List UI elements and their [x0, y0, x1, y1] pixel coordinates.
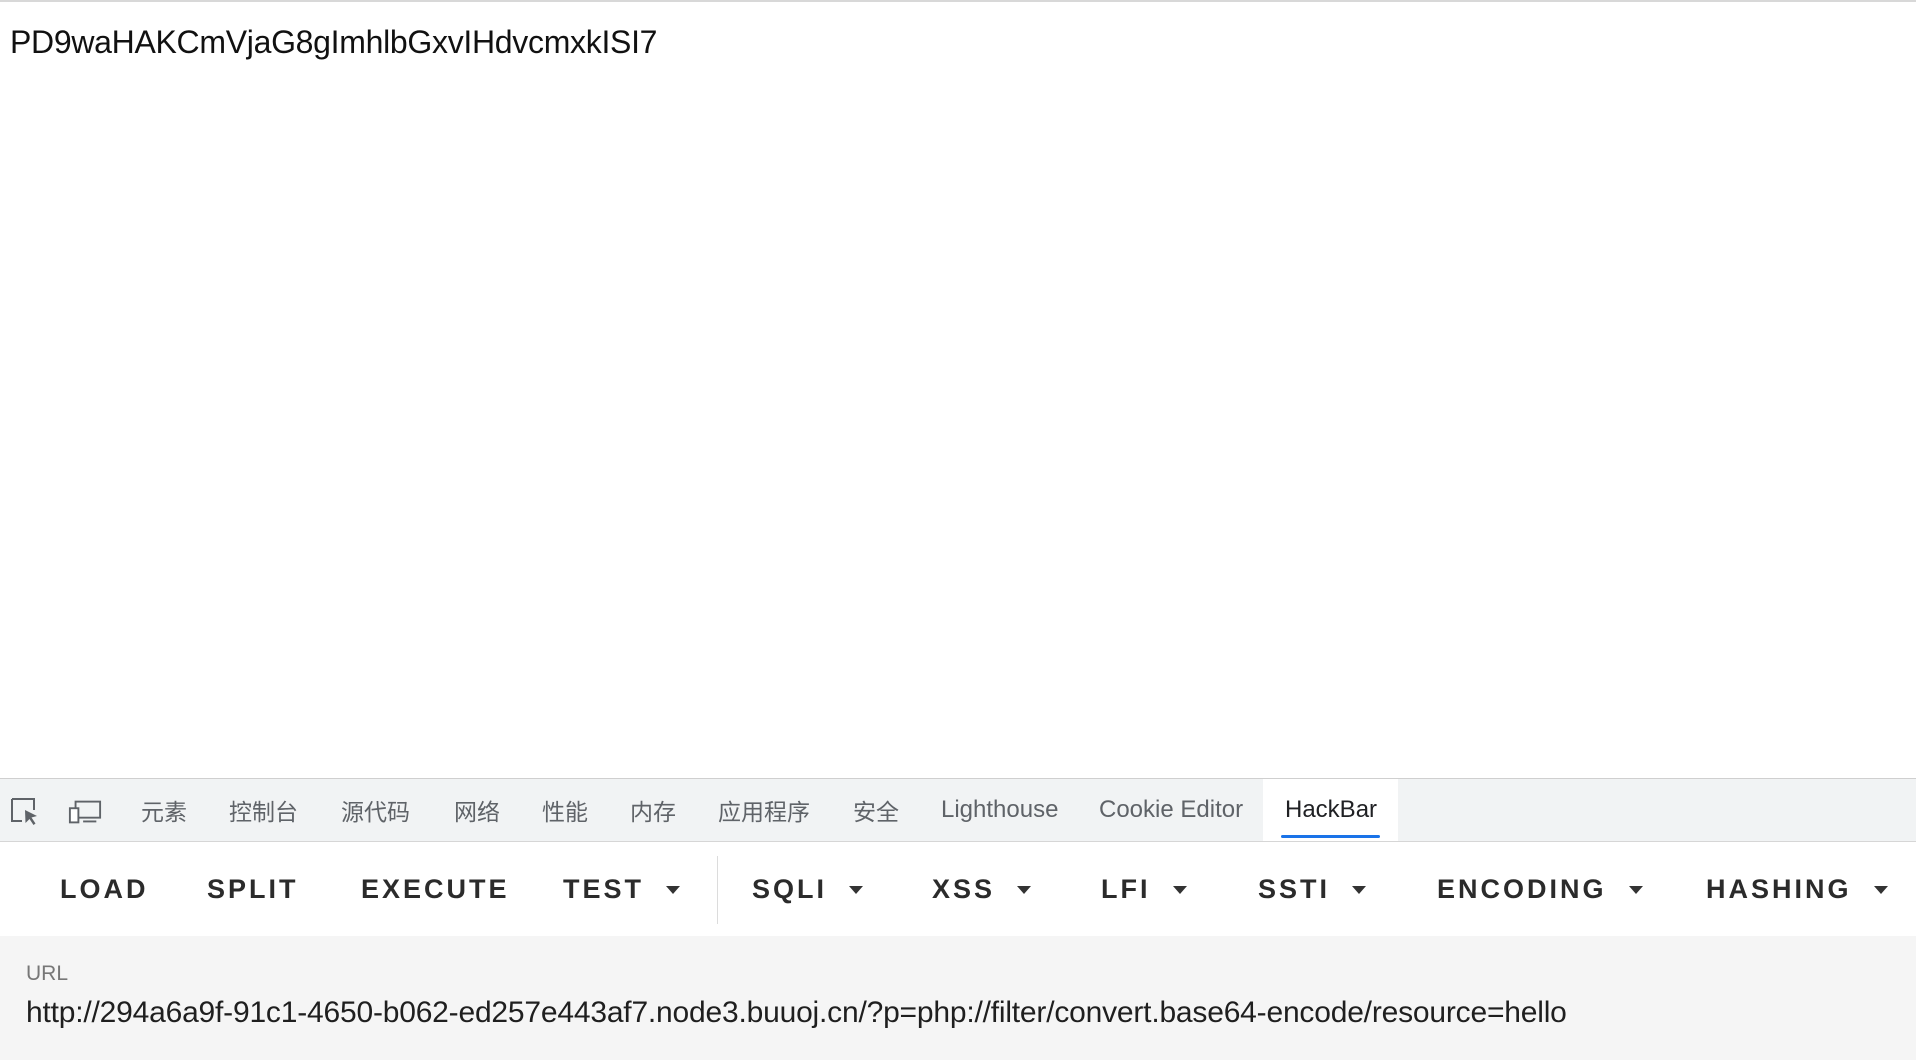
devtools-tab-bar: 元素 控制台 源代码 网络 性能 内存 应用程序 安全 Lighthouse C… [0, 778, 1916, 842]
test-dropdown-button[interactable]: TEST [563, 842, 681, 936]
encoding-button-label: ENCODING [1437, 873, 1607, 904]
tab-security[interactable]: 安全 [853, 800, 899, 826]
sqli-button-label: SQLI [752, 873, 828, 904]
tab-elements[interactable]: 元素 [141, 800, 187, 826]
tab-hackbar[interactable]: HackBar [1263, 779, 1398, 841]
tab-hackbar-label: HackBar [1285, 796, 1378, 823]
execute-button[interactable]: EXECUTE [361, 842, 510, 936]
sqli-dropdown-button[interactable]: SQLI [752, 842, 864, 936]
window-top-border [0, 0, 1916, 2]
hashing-dropdown-button[interactable]: HASHING [1706, 842, 1888, 936]
devtools-panel: 元素 控制台 源代码 网络 性能 内存 应用程序 安全 Lighthouse C… [0, 778, 1916, 1060]
caret-down-icon [1017, 886, 1032, 894]
caret-down-icon [1873, 886, 1888, 894]
xss-button-label: XSS [932, 873, 996, 904]
split-button[interactable]: SPLIT [207, 842, 299, 936]
caret-down-icon [849, 886, 864, 894]
execute-button-label: EXECUTE [361, 873, 510, 904]
toolbar-divider [717, 856, 718, 924]
lfi-dropdown-button[interactable]: LFI [1101, 842, 1187, 936]
tab-cookie-editor[interactable]: Cookie Editor [1099, 796, 1244, 823]
test-button-label: TEST [563, 873, 645, 904]
tab-network[interactable]: 网络 [454, 800, 500, 826]
load-button[interactable]: LOAD [60, 842, 149, 936]
ssti-button-label: SSTI [1258, 873, 1331, 904]
tab-sources[interactable]: 源代码 [341, 800, 410, 826]
active-tab-indicator [1281, 835, 1380, 838]
hashing-button-label: HASHING [1706, 873, 1852, 904]
lfi-button-label: LFI [1101, 873, 1151, 904]
url-field-label: URL [26, 962, 69, 985]
caret-down-icon [666, 886, 681, 894]
load-button-label: LOAD [60, 873, 149, 904]
xss-dropdown-button[interactable]: XSS [932, 842, 1032, 936]
hackbar-toolbar: LOAD SPLIT EXECUTE TEST SQLI XSS LFI SST… [0, 842, 1916, 936]
caret-down-icon [1628, 886, 1643, 894]
split-button-label: SPLIT [207, 873, 299, 904]
inspect-element-icon[interactable] [8, 797, 42, 827]
device-toolbar-icon[interactable] [68, 797, 102, 827]
caret-down-icon [1172, 886, 1187, 894]
tab-memory[interactable]: 内存 [630, 800, 676, 826]
url-input[interactable]: http://294a6a9f-91c1-4650-b062-ed257e443… [26, 996, 1567, 1029]
tab-console[interactable]: 控制台 [229, 800, 298, 826]
tab-application[interactable]: 应用程序 [718, 800, 810, 826]
page-viewport: PD9waHAKCmVjaG8gImhlbGxvIHdvcmxkISI7 [0, 2, 1916, 778]
url-field[interactable]: URL http://294a6a9f-91c1-4650-b062-ed257… [0, 936, 1916, 1060]
page-body-text: PD9waHAKCmVjaG8gImhlbGxvIHdvcmxkISI7 [10, 24, 658, 60]
encoding-dropdown-button[interactable]: ENCODING [1437, 842, 1643, 936]
caret-down-icon [1352, 886, 1367, 894]
ssti-dropdown-button[interactable]: SSTI [1258, 842, 1367, 936]
tab-lighthouse[interactable]: Lighthouse [941, 796, 1059, 823]
tab-performance[interactable]: 性能 [542, 800, 588, 826]
